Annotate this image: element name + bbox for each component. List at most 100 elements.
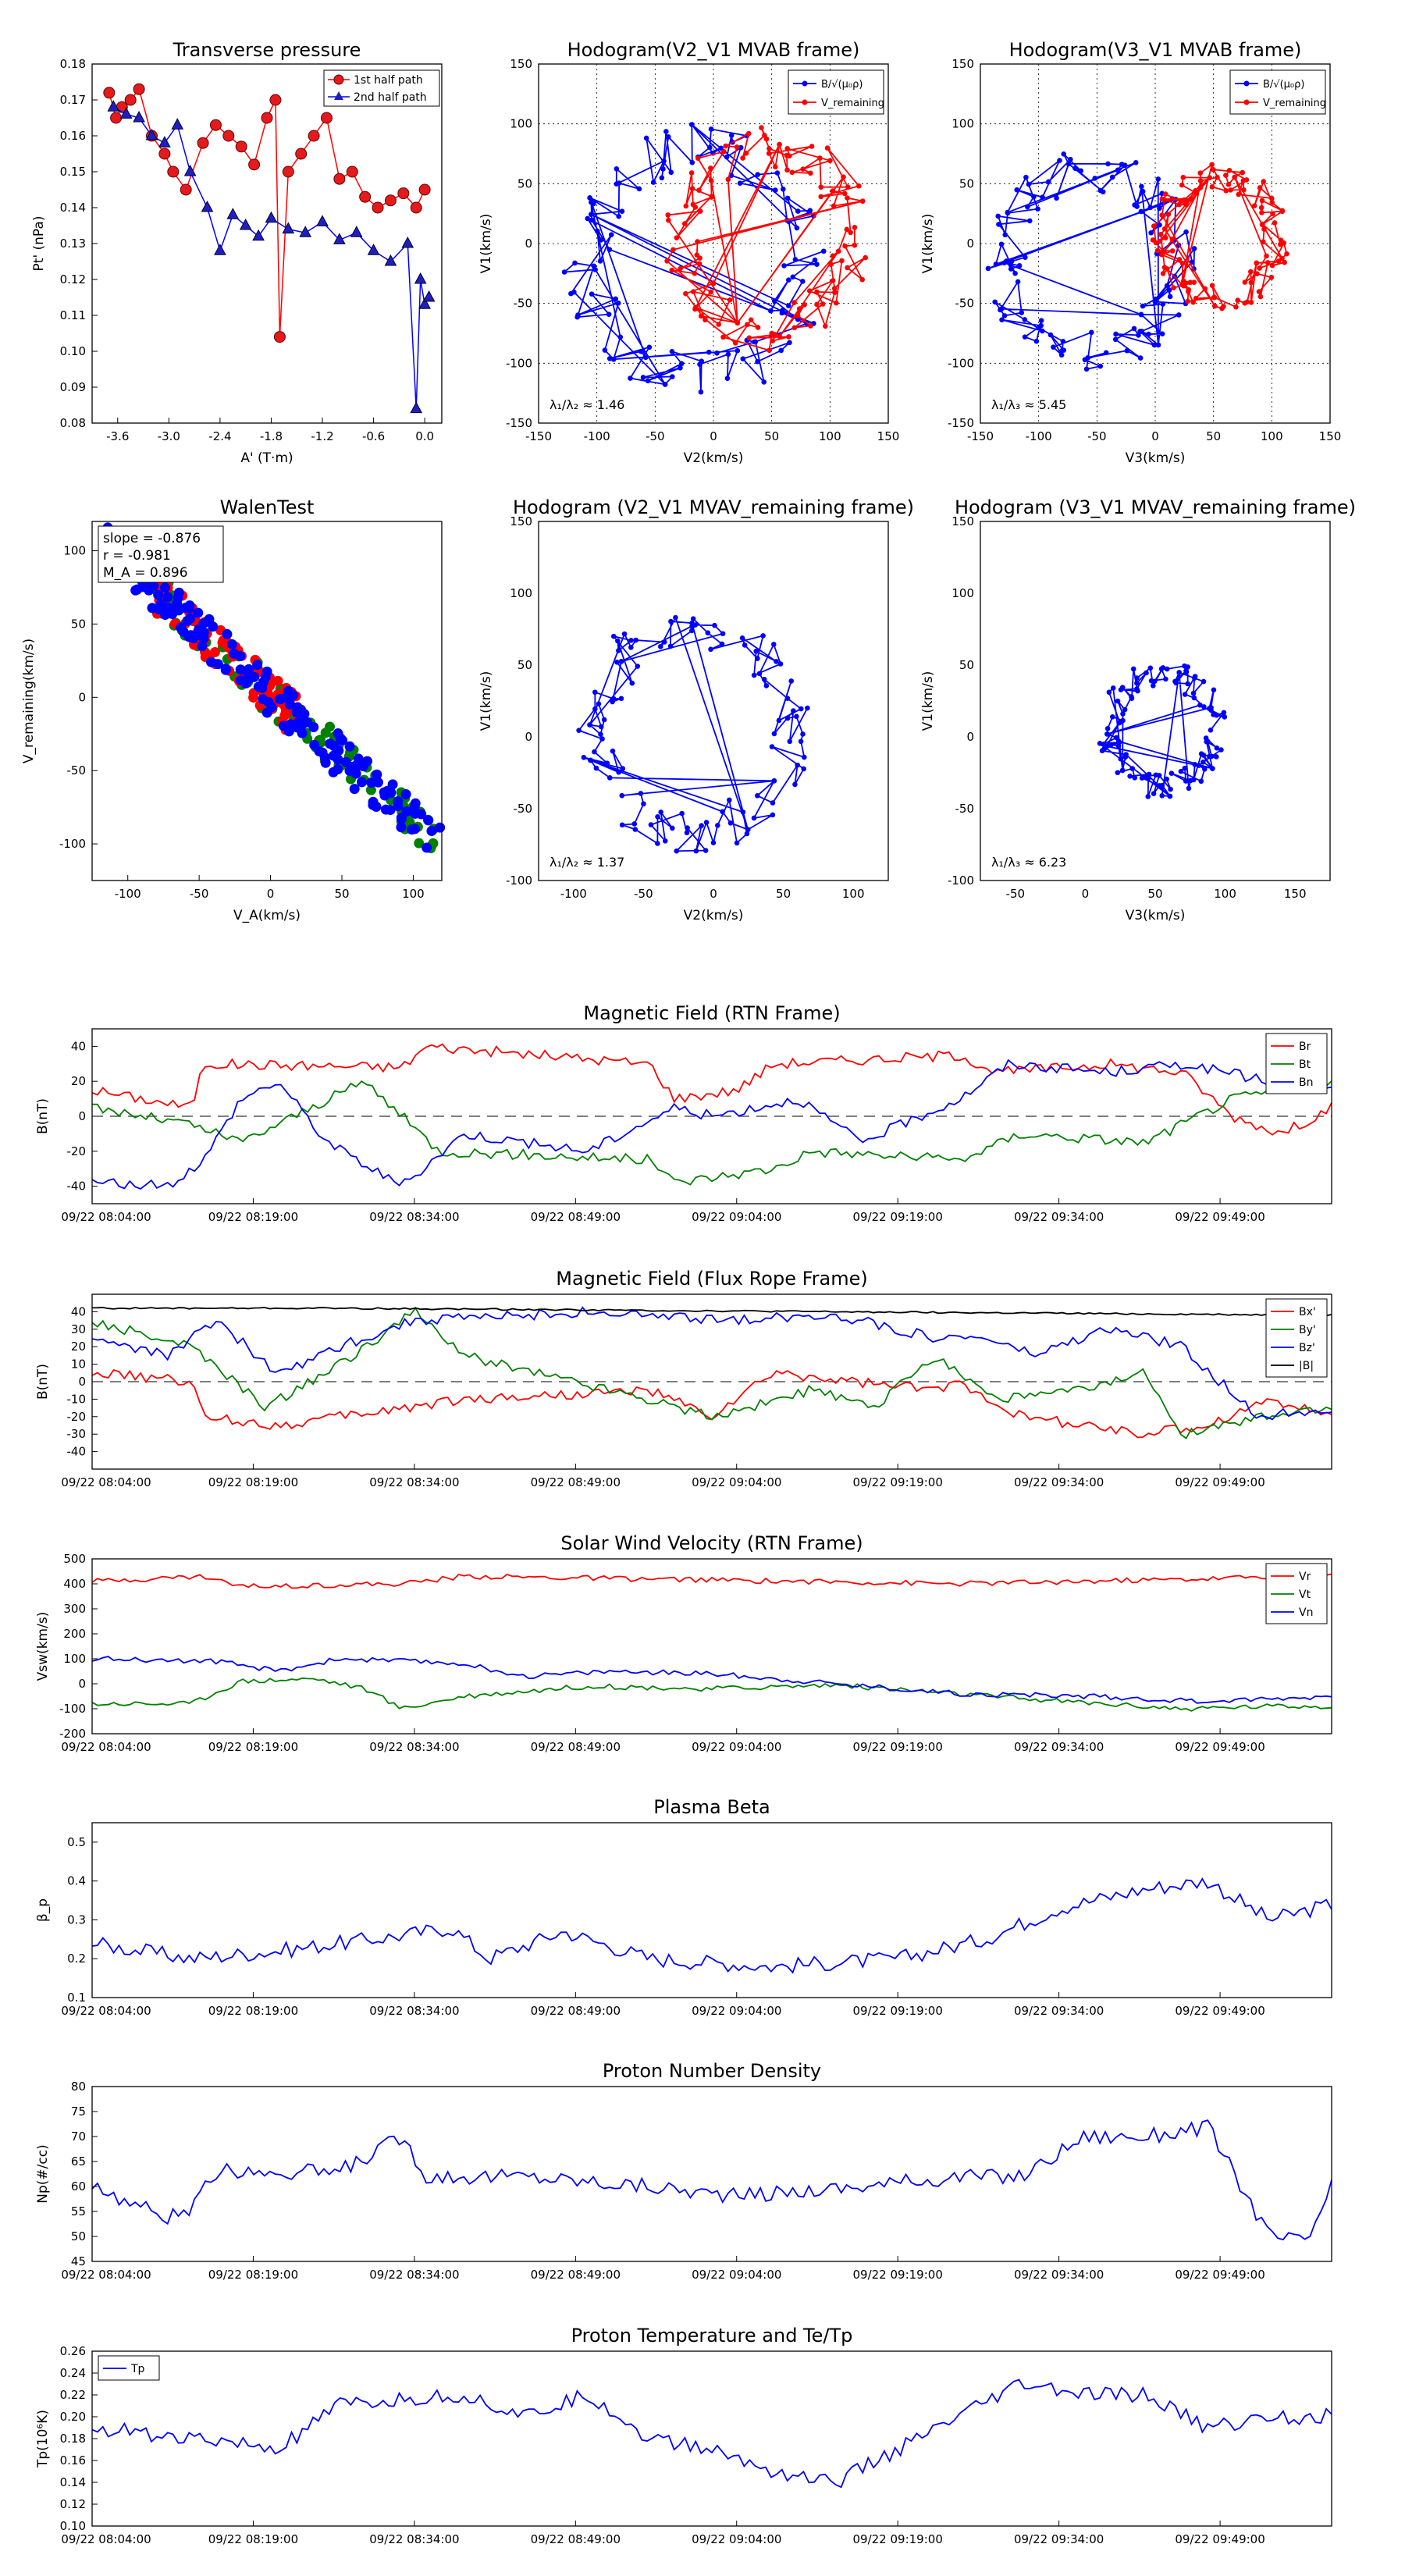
hodo1-point (702, 317, 708, 323)
bfield-xtick-label: 09/22 08:49:00 (531, 1210, 621, 1224)
hodo3-point (710, 840, 717, 845)
walen-point (371, 802, 382, 813)
hodo2-point (1100, 189, 1106, 195)
walen-point (205, 656, 216, 667)
hodo1-point (682, 221, 688, 226)
hodo3-point (740, 809, 746, 815)
hodo3-point (679, 810, 685, 817)
tp-xtick-label: 09/22 09:49:00 (1175, 2532, 1264, 2546)
bfield-legend-label: Br (1299, 1041, 1311, 1053)
hodo1-point (692, 205, 699, 210)
hodo3-point (712, 622, 717, 628)
hodo3-point (598, 724, 604, 730)
hodo3-ytick-label: -100 (506, 873, 532, 888)
walen-point (198, 618, 209, 629)
hodo2-point (1152, 299, 1158, 304)
pt-ylabel: Pt' (nPa) (31, 216, 47, 272)
hodo3-point (690, 616, 696, 622)
hodo4-point (1192, 762, 1198, 767)
hodo2-point (998, 307, 1003, 313)
hodo2-point (1031, 194, 1037, 200)
hodo1-xtick-label: 0 (710, 429, 717, 443)
hodo1-point (650, 180, 656, 185)
hodo3-point (592, 706, 598, 712)
hodo1-xtick-label: -150 (525, 429, 552, 443)
np-ytick-label: 50 (71, 2229, 86, 2243)
hodo2-ytick-label: 0 (966, 237, 974, 251)
bfield-legend-label: Bn (1299, 1076, 1313, 1089)
hodo2-point (1279, 255, 1285, 262)
hodo2-point (1159, 331, 1165, 336)
hodo1-point (614, 166, 620, 172)
pt-xtick-label: -3.0 (158, 429, 180, 443)
bfr-ytick-label: -20 (67, 1410, 87, 1424)
hodo4-point (1118, 756, 1124, 762)
bfr-series-bx (91, 1368, 1332, 1439)
hodo4-point (1210, 766, 1215, 771)
vsw-ytick-label: -100 (59, 1702, 86, 1716)
hodo1-point (827, 158, 833, 164)
pt-point (295, 148, 308, 160)
hodo2-point (1183, 202, 1190, 208)
hodo1-point (572, 260, 578, 266)
hodo2-point (1251, 203, 1257, 208)
hodo1-point (617, 334, 624, 340)
hodo1-point (796, 306, 802, 311)
hodo3-point (720, 809, 725, 815)
hodo3-point (708, 646, 713, 653)
hodo2-point (1148, 229, 1154, 236)
hodo2-point (1061, 151, 1067, 157)
hodo2-point (1187, 279, 1193, 286)
hodo2-point (1014, 187, 1019, 193)
hodo1-point (852, 242, 858, 248)
hodo4-ytick-label: 0 (966, 730, 974, 744)
hodo1-point (708, 126, 714, 132)
hodo4-point (1106, 689, 1112, 696)
bfield-xtick-label: 09/22 09:34:00 (1014, 1210, 1104, 1224)
walen-point (396, 822, 407, 833)
hodo2-point (1167, 294, 1173, 300)
hodo2-xlabel: V3(km/s) (1126, 450, 1186, 466)
hodo2-point (1284, 251, 1289, 257)
hodo2-point (1228, 187, 1233, 193)
hodo1-point (794, 225, 800, 231)
beta-ytick-label: 0.1 (67, 1991, 86, 2005)
hodo1-point (668, 169, 674, 176)
hodo1-point (674, 235, 680, 240)
hodo1-point (830, 188, 836, 194)
walen-point (173, 587, 184, 598)
pt-point (180, 183, 192, 196)
hodo1-point (724, 375, 731, 381)
hodo1-point (678, 265, 683, 272)
walen-point (314, 745, 325, 756)
hodo2-point (993, 262, 999, 267)
hodo1-point (664, 258, 670, 264)
pt-ytick-label: 0.08 (60, 416, 86, 430)
hodo3-point (693, 848, 699, 854)
hodo2-point (1051, 344, 1056, 350)
walen-point (410, 798, 421, 809)
bfr-title: Magnetic Field (Flux Rope Frame) (556, 1268, 867, 1290)
hodo1-point (594, 228, 600, 234)
bfr-legend-label: By' (1299, 1324, 1316, 1336)
hodo3-point (596, 701, 602, 707)
hodo2-point (1261, 239, 1266, 245)
walen-stat: r = -0.981 (103, 548, 171, 564)
bfr-xtick-label: 09/22 09:19:00 (853, 1475, 943, 1489)
tp-frame (91, 2350, 1332, 2527)
hodo1-annotation: λ₁/λ₂ ≈ 1.46 (550, 397, 624, 412)
hodo3-point (769, 744, 775, 749)
hodo4-point (1182, 765, 1188, 771)
pt-legend (323, 69, 440, 107)
hodo4-point (1176, 670, 1182, 675)
tp-ytick-label: 0.16 (60, 2453, 86, 2467)
hodo3-xtick-label: -50 (634, 887, 653, 901)
vsw-frame (91, 1558, 1332, 1735)
hodo2-xtick-label: 150 (1319, 429, 1342, 443)
hodo1-point (762, 133, 767, 138)
walen-point (400, 788, 411, 799)
pt-point (167, 165, 180, 178)
hodo2-point (1215, 174, 1220, 180)
hodo1-point (689, 186, 695, 191)
hodo1-point (698, 389, 704, 395)
